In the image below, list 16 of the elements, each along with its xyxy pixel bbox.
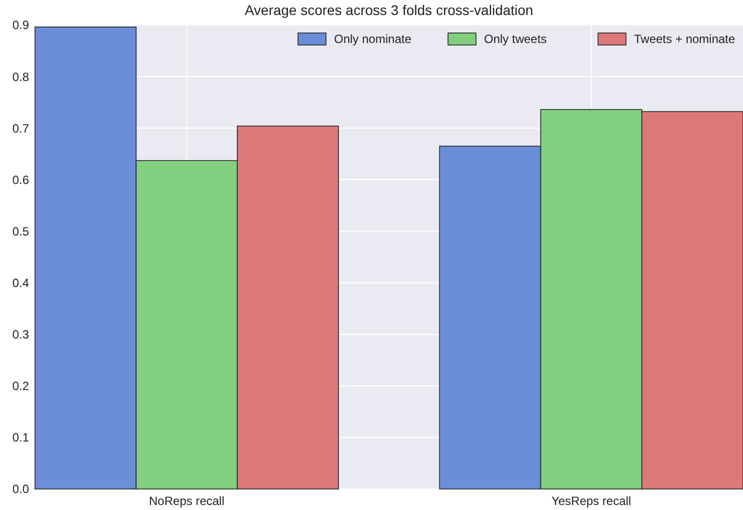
y-tick-label: 0.6 xyxy=(12,172,30,187)
y-tick-label: 0.5 xyxy=(12,224,30,238)
legend-label: Only tweets xyxy=(484,32,547,46)
x-tick-label: YesReps recall xyxy=(551,494,632,508)
y-tick-label: 0.1 xyxy=(12,430,30,445)
y-tick-label: 0.3 xyxy=(12,328,30,342)
y-tick-label: 0.4 xyxy=(12,276,30,290)
legend-label: Tweets + nominate xyxy=(634,32,736,46)
y-tick-label: 0.8 xyxy=(12,70,30,84)
x-tick-label: NoReps recall xyxy=(149,494,224,508)
y-tick-label: 0.7 xyxy=(12,121,30,136)
y-tick-label: 0.0 xyxy=(12,482,30,496)
chart-title: Average scores across 3 folds cross-validation xyxy=(244,2,534,18)
legend-label: Only nominate xyxy=(334,32,412,46)
y-tick-label: 0.2 xyxy=(12,379,30,394)
y-tick-label: 0.9 xyxy=(12,18,30,32)
